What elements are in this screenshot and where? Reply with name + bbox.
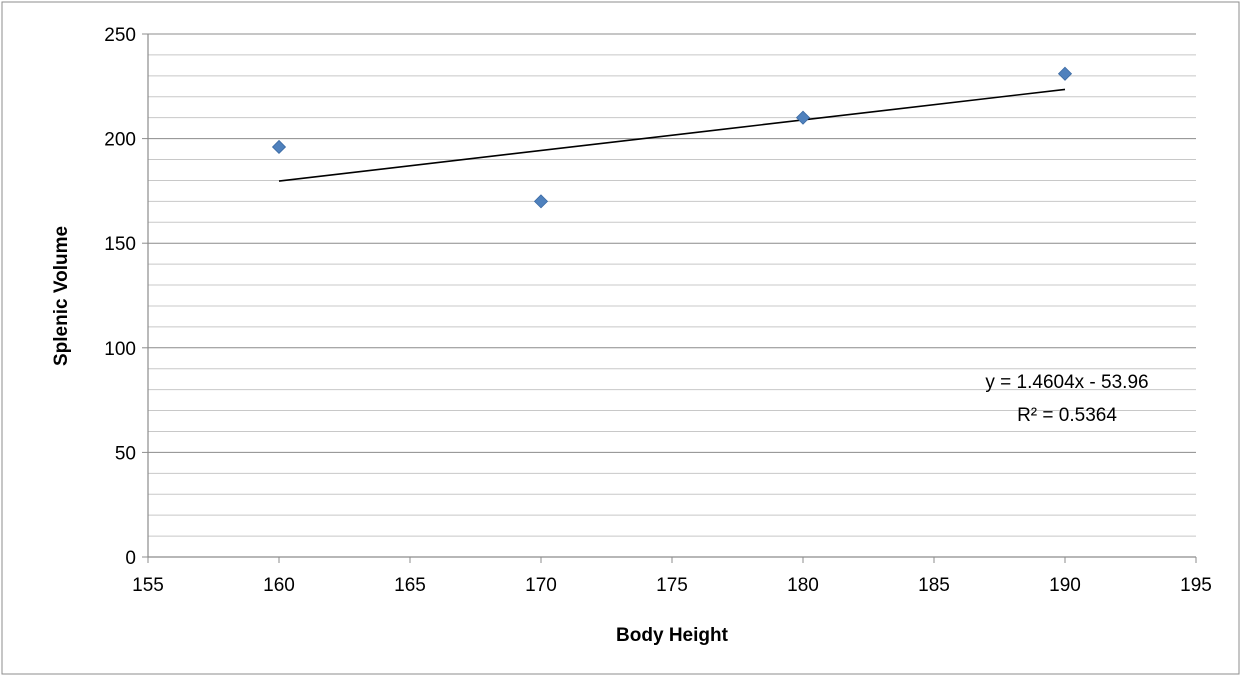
trendline-equation: y = 1.4604x - 53.96 — [985, 372, 1148, 393]
y-axis-title: Splenic Volume — [51, 226, 72, 366]
x-tick-label: 195 — [1180, 575, 1212, 596]
x-tick-label: 160 — [263, 575, 295, 596]
x-tick-label: 170 — [525, 575, 557, 596]
trendline-group — [278, 88, 1066, 182]
x-axis-tick-labels: 155 160 165 170 175 180 185 190 195 — [132, 557, 1212, 596]
major-gridlines — [148, 33, 1196, 453]
data-point — [533, 194, 549, 209]
trendline-r-squared: R² = 0.5364 — [1017, 405, 1117, 426]
x-tick-label: 185 — [918, 575, 950, 596]
x-tick-label: 180 — [787, 575, 819, 596]
data-point — [1057, 66, 1073, 81]
y-tick-label: 50 — [115, 443, 136, 464]
y-axis-tick-labels: 0 50 100 150 200 250 — [104, 25, 148, 569]
trendline — [278, 88, 1066, 182]
minor-gridlines — [148, 54, 1196, 537]
y-tick-label: 150 — [104, 234, 136, 255]
x-tick-label: 165 — [394, 575, 426, 596]
y-tick-label: 100 — [104, 339, 136, 360]
y-tick-label: 250 — [104, 25, 136, 46]
data-points — [271, 66, 1073, 209]
x-tick-label: 190 — [1049, 575, 1081, 596]
x-tick-label: 155 — [132, 575, 164, 596]
x-axis-title: Body Height — [616, 625, 729, 646]
data-point — [271, 139, 287, 155]
data-point — [795, 110, 811, 125]
y-tick-label: 0 — [125, 548, 136, 569]
y-tick-label: 200 — [104, 130, 136, 151]
x-tick-label: 175 — [656, 575, 688, 596]
